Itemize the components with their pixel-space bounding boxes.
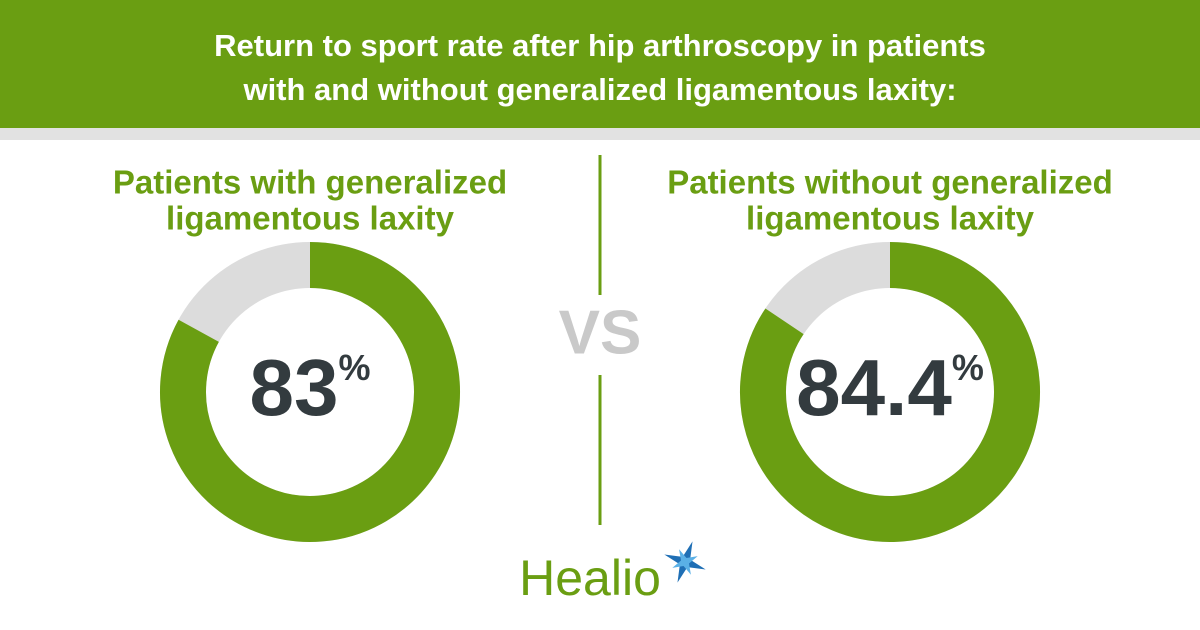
title-line: Return to sport rate after hip arthrosco… xyxy=(214,28,986,63)
donut-arc xyxy=(740,242,1040,542)
logo: Healio xyxy=(519,550,661,606)
header-strip xyxy=(0,128,1200,140)
title-line: with and without generalized ligamentous… xyxy=(242,72,956,107)
value-label: 83% xyxy=(250,343,371,432)
value-label: 84.4% xyxy=(796,343,984,432)
logo-star xyxy=(664,541,706,583)
vs-label: VS xyxy=(559,298,642,367)
chart-subtitle: ligamentous laxity xyxy=(166,200,455,237)
donut-arc xyxy=(160,242,460,542)
header-band xyxy=(0,0,1200,128)
chart-subtitle: Patients without generalized xyxy=(667,164,1113,201)
chart-subtitle: ligamentous laxity xyxy=(746,200,1035,237)
chart-subtitle: Patients with generalized xyxy=(113,164,507,201)
